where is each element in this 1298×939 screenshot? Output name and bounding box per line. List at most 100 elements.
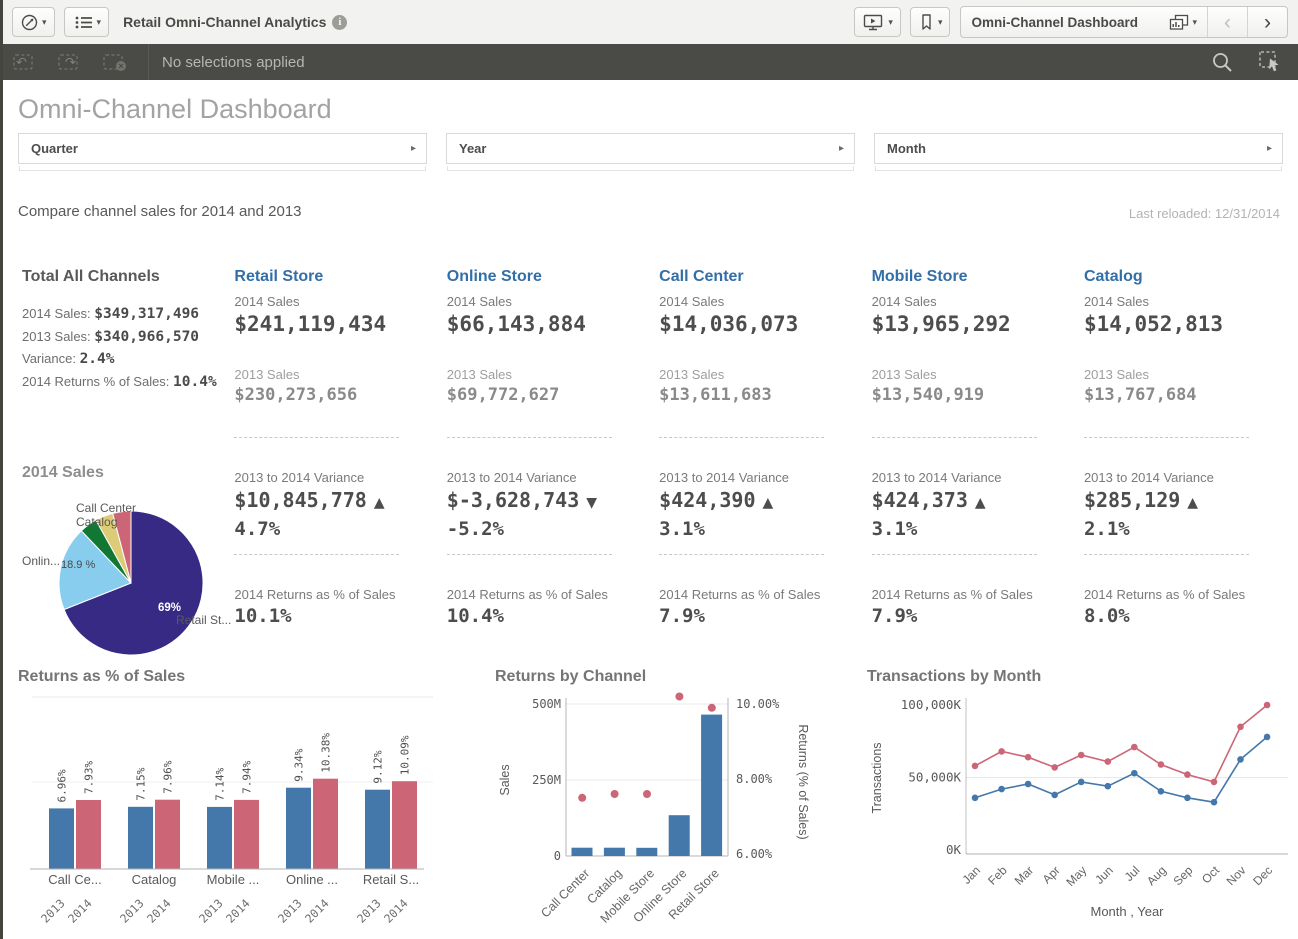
smart-search-icon[interactable] xyxy=(1211,51,1234,74)
bar-2014[interactable] xyxy=(313,779,338,869)
channel-column-mobile-store: Mobile Store2014 Sales$13,965,2922013 Sa… xyxy=(872,268,1062,666)
selections-bar: ↶ ↷ × No selections applied xyxy=(0,44,1298,80)
bar-2013[interactable] xyxy=(365,790,390,869)
dashed-divider xyxy=(659,437,824,438)
x-axis-title: Month , Year xyxy=(1091,904,1165,919)
data-point-2013[interactable] xyxy=(1211,799,1218,806)
sales-bar[interactable] xyxy=(604,848,625,856)
variance-up-icon: ▲ xyxy=(1187,495,1198,511)
returns-dot[interactable] xyxy=(578,794,586,802)
kpi-value-2013-sales: $13,540,919 xyxy=(872,385,1062,405)
variance-down-icon: ▼ xyxy=(586,495,597,511)
previous-sheet-button[interactable]: ‹ xyxy=(1207,7,1247,37)
bar-2013[interactable] xyxy=(286,788,311,869)
data-point-2014[interactable] xyxy=(1184,771,1191,778)
clear-selections-icon[interactable]: × xyxy=(102,50,130,74)
storytelling-button[interactable]: ▾ xyxy=(854,7,901,37)
bar-2014[interactable] xyxy=(155,800,180,869)
bookmarks-button[interactable]: ▾ xyxy=(910,7,951,37)
sheet-content: Omni-Channel Dashboard Quarter ▸ Year ▸ … xyxy=(0,80,1298,939)
bar-2014[interactable] xyxy=(392,781,417,869)
kpi-value-2014-sales: $66,143,884 xyxy=(447,312,637,336)
channel-column-call-center: Call Center2014 Sales$14,036,0732013 Sal… xyxy=(659,268,849,666)
returns-combo-chart[interactable]: 0250M500M6.00%8.00%10.00%SalesReturns (%… xyxy=(495,690,830,938)
month-tick-label: Mar xyxy=(1012,863,1037,888)
data-point-2013[interactable] xyxy=(1237,756,1244,763)
data-point-2014[interactable] xyxy=(1105,758,1112,765)
channel-title[interactable]: Retail Store xyxy=(234,268,424,286)
filter-label: Year xyxy=(459,141,839,156)
data-point-2014[interactable] xyxy=(1158,761,1165,768)
data-point-2014[interactable] xyxy=(972,763,979,770)
data-point-2014[interactable] xyxy=(1131,744,1138,751)
filter-quarter-listbox[interactable]: Quarter ▸ xyxy=(18,133,427,164)
data-point-2014[interactable] xyxy=(1211,779,1218,786)
transactions-line-chart[interactable]: 0K50,000K100,000KTransactionsJanFebMarAp… xyxy=(867,690,1297,939)
bar-2013[interactable] xyxy=(128,807,153,869)
dashed-divider xyxy=(234,554,399,555)
expand-right-icon: ▸ xyxy=(1267,143,1272,154)
data-point-2014[interactable] xyxy=(1025,754,1032,761)
data-point-2013[interactable] xyxy=(1158,788,1165,795)
returns-dot[interactable] xyxy=(708,704,716,712)
sales-pie-chart[interactable]: Call CenterCatalogOnlin...18.9 %69%Retai… xyxy=(14,474,230,664)
totals-value: 10.4% xyxy=(173,374,217,390)
bar-2013[interactable] xyxy=(207,807,232,869)
data-point-2013[interactable] xyxy=(1025,781,1032,788)
selections-tool-icon[interactable] xyxy=(1258,50,1282,74)
app-options-button[interactable]: ▾ xyxy=(64,7,110,37)
sheets-icon xyxy=(1167,12,1192,32)
returns-dot[interactable] xyxy=(611,790,619,798)
kpi-value-variance-pct: 3.1% xyxy=(659,518,849,540)
data-point-2013[interactable] xyxy=(1105,783,1112,790)
bar-2014[interactable] xyxy=(234,800,259,869)
data-point-2014[interactable] xyxy=(998,748,1005,755)
data-point-2013[interactable] xyxy=(998,786,1005,793)
info-icon[interactable]: i xyxy=(332,15,347,30)
kpi-value-2013-sales: $13,611,683 xyxy=(659,385,849,405)
data-point-2014[interactable] xyxy=(1264,702,1271,709)
sheet-selector-button[interactable]: Omni-Channel Dashboard ▾ xyxy=(961,7,1207,37)
dashed-divider xyxy=(872,437,1037,438)
kpi-value-variance: $424,373 xyxy=(872,488,968,512)
kpi-label-variance: 2013 to 2014 Variance xyxy=(872,470,1062,485)
channel-title[interactable]: Catalog xyxy=(1084,268,1274,286)
data-point-2013[interactable] xyxy=(1131,770,1138,777)
bar-2013[interactable] xyxy=(49,808,74,869)
data-point-2013[interactable] xyxy=(1078,779,1085,786)
left-tick-label: 0 xyxy=(554,849,561,863)
filter-month-listbox[interactable]: Month ▸ xyxy=(874,133,1283,164)
sales-bar[interactable] xyxy=(701,715,722,856)
next-sheet-button[interactable]: › xyxy=(1247,7,1287,37)
data-point-2013[interactable] xyxy=(1051,792,1058,799)
returns-bar-chart[interactable]: 6.96%20137.93%2014Call Ce...7.15%20137.9… xyxy=(18,690,434,938)
page-title: Omni-Channel Dashboard xyxy=(18,94,332,125)
returns-dot[interactable] xyxy=(675,693,683,701)
bar-2014[interactable] xyxy=(76,800,101,869)
dashed-divider xyxy=(447,437,612,438)
data-point-2014[interactable] xyxy=(1051,764,1058,771)
data-point-2014[interactable] xyxy=(1237,724,1244,731)
sales-bar[interactable] xyxy=(572,848,593,856)
undo-selection-icon[interactable]: ↶ xyxy=(12,50,38,74)
line-series-2014[interactable] xyxy=(975,705,1267,782)
window-left-edge xyxy=(0,0,3,939)
dashed-divider xyxy=(872,554,1037,555)
redo-selection-icon[interactable]: ↷ xyxy=(57,50,83,74)
data-point-2013[interactable] xyxy=(972,795,979,802)
filter-year-listbox[interactable]: Year ▸ xyxy=(446,133,855,164)
returns-dot[interactable] xyxy=(643,790,651,798)
data-point-2014[interactable] xyxy=(1078,752,1085,759)
line-series-2013[interactable] xyxy=(975,737,1267,802)
data-point-2013[interactable] xyxy=(1184,795,1191,802)
channel-title[interactable]: Online Store xyxy=(447,268,637,286)
sales-bar[interactable] xyxy=(636,848,657,856)
navigation-menu-button[interactable]: ▾ xyxy=(12,7,55,37)
channel-title[interactable]: Mobile Store xyxy=(872,268,1062,286)
bar-value-label: 6.96% xyxy=(56,769,69,802)
kpi-value-variance: $285,129 xyxy=(1084,488,1180,512)
channel-title[interactable]: Call Center xyxy=(659,268,849,286)
year-tick-label: 2014 xyxy=(302,896,332,926)
data-point-2013[interactable] xyxy=(1264,734,1271,741)
sales-bar[interactable] xyxy=(669,815,690,856)
